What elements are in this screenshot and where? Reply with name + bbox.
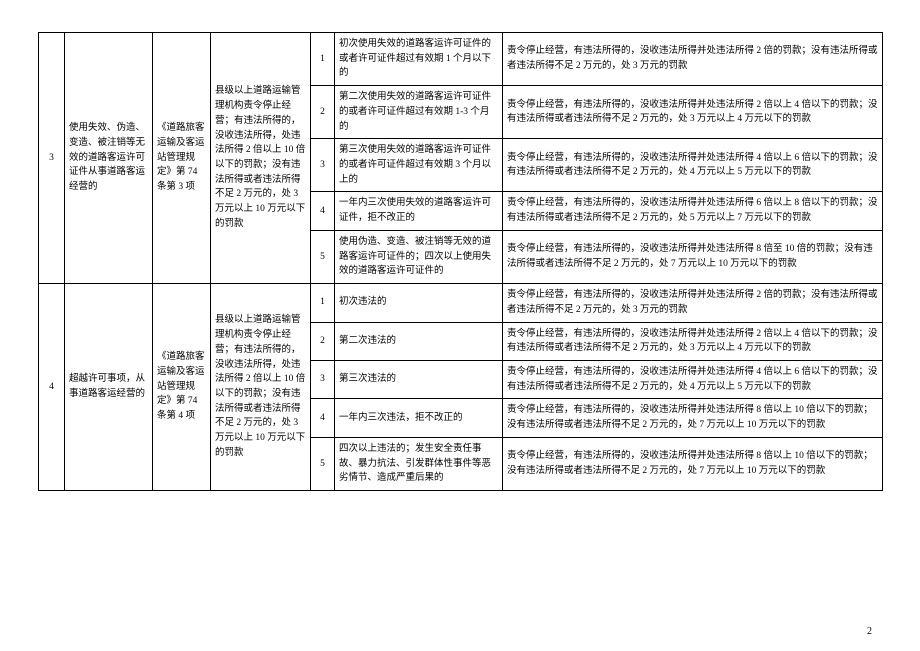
cell-condition: 初次违法的	[335, 284, 503, 322]
cell-result: 责令停止经营，有违法所得的，没收违法所得并处违法所得 2 倍的罚款；没有违法所得…	[503, 33, 883, 86]
cell-condition: 初次使用失效的道路客运许可证件的或者许可证件超过有效期 1 个月以下的	[335, 33, 503, 86]
cell-sub-index: 5	[311, 437, 335, 490]
table-row: 3 使用失效、伪造、变造、被注销等无效的道路客运许可证件从事道路客运经营的 《道…	[39, 33, 883, 86]
table-row: 4 超越许可事项，从事道路客运经营的 《道路旅客运输及客运站管理规定》第 74 …	[39, 284, 883, 322]
cell-result: 责令停止经营，有违法所得的，没收违法所得并处违法所得 6 倍以上 8 倍以下的罚…	[503, 192, 883, 230]
cell-basis: 《道路旅客运输及客运站管理规定》第 74 条第 3 项	[153, 33, 211, 284]
cell-condition: 四次以上违法的；发生安全责任事故、暴力抗法、引发群体性事件等恶劣情节、造成严重后…	[335, 437, 503, 490]
cell-sub-index: 1	[311, 284, 335, 322]
cell-sub-index: 2	[311, 322, 335, 360]
cell-item: 使用失效、伪造、变造、被注销等无效的道路客运许可证件从事道路客运经营的	[65, 33, 153, 284]
cell-condition: 一年内三次违法，拒不改正的	[335, 399, 503, 437]
cell-result: 责令停止经营，有违法所得的，没收违法所得并处违法所得 2 倍以上 4 倍以下的罚…	[503, 322, 883, 360]
cell-condition: 第三次使用失效的道路客运许可证件的或者许可证件超过有效期 3 个月以上的	[335, 139, 503, 192]
cell-result: 责令停止经营，有违法所得的，没收违法所得并处违法所得 2 倍的罚款；没有违法所得…	[503, 284, 883, 322]
cell-sub-index: 5	[311, 230, 335, 283]
cell-condition: 第三次违法的	[335, 360, 503, 398]
page-number: 2	[867, 626, 872, 637]
cell-result: 责令停止经营，有违法所得的，没收违法所得并处违法所得 8 倍以上 10 倍以下的…	[503, 437, 883, 490]
cell-sub-index: 2	[311, 86, 335, 139]
cell-sub-index: 1	[311, 33, 335, 86]
cell-sub-index: 3	[311, 360, 335, 398]
cell-penalty: 县级以上道路运输管理机构责令停止经营；有违法所得的，没收违法所得，处违法所得 2…	[211, 284, 311, 491]
cell-penalty: 县级以上道路运输管理机构责令停止经营；有违法所得的，没收违法所得，处违法所得 2…	[211, 33, 311, 284]
cell-sub-index: 4	[311, 192, 335, 230]
cell-item: 超越许可事项，从事道路客运经营的	[65, 284, 153, 491]
cell-result: 责令停止经营，有违法所得的，没收违法所得并处违法所得 2 倍以上 4 倍以下的罚…	[503, 86, 883, 139]
cell-index: 4	[39, 284, 65, 491]
cell-result: 责令停止经营，有违法所得的，没收违法所得并处违法所得 8 倍以上 10 倍以下的…	[503, 399, 883, 437]
cell-result: 责令停止经营，有违法所得的，没收违法所得并处违法所得 4 倍以上 6 倍以下的罚…	[503, 139, 883, 192]
cell-sub-index: 3	[311, 139, 335, 192]
cell-condition: 使用伪造、变造、被注销等无效的道路客运许可证件的；四次以上使用失效的道路客运许可…	[335, 230, 503, 283]
cell-condition: 第二次违法的	[335, 322, 503, 360]
cell-condition: 第二次使用失效的道路客运许可证件的或者许可证件超过有效期 1-3 个月的	[335, 86, 503, 139]
cell-result: 责令停止经营，有违法所得的，没收违法所得并处违法所得 8 倍至 10 倍的罚款；…	[503, 230, 883, 283]
regulation-table: 3 使用失效、伪造、变造、被注销等无效的道路客运许可证件从事道路客运经营的 《道…	[38, 32, 883, 491]
cell-result: 责令停止经营，有违法所得的，没收违法所得并处违法所得 4 倍以上 6 倍以下的罚…	[503, 360, 883, 398]
cell-index: 3	[39, 33, 65, 284]
cell-basis: 《道路旅客运输及客运站管理规定》第 74 条第 4 项	[153, 284, 211, 491]
cell-condition: 一年内三次使用失效的道路客运许可证件，拒不改正的	[335, 192, 503, 230]
cell-sub-index: 4	[311, 399, 335, 437]
